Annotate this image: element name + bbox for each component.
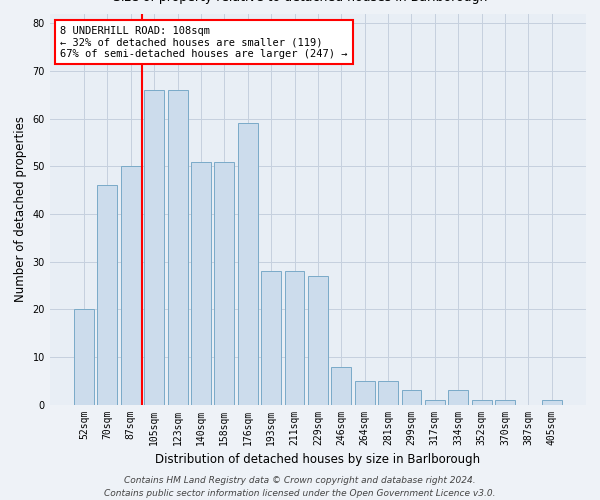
Bar <box>261 271 281 404</box>
Bar <box>401 390 421 404</box>
Bar <box>214 162 234 404</box>
Bar <box>331 366 351 405</box>
Bar <box>448 390 468 404</box>
Bar <box>308 276 328 404</box>
Bar <box>238 124 257 404</box>
Y-axis label: Number of detached properties: Number of detached properties <box>14 116 27 302</box>
Bar <box>97 186 118 404</box>
Bar <box>472 400 491 404</box>
Bar <box>167 90 188 404</box>
Bar <box>144 90 164 404</box>
Text: Size of property relative to detached houses in Barlborough: Size of property relative to detached ho… <box>113 0 487 4</box>
Text: Contains HM Land Registry data © Crown copyright and database right 2024.
Contai: Contains HM Land Registry data © Crown c… <box>104 476 496 498</box>
Bar <box>121 166 141 404</box>
Bar <box>284 271 304 404</box>
Bar <box>542 400 562 404</box>
Bar <box>425 400 445 404</box>
Bar <box>378 381 398 404</box>
X-axis label: Distribution of detached houses by size in Barlborough: Distribution of detached houses by size … <box>155 453 481 466</box>
Bar <box>355 381 374 404</box>
Bar <box>74 310 94 404</box>
Bar <box>495 400 515 404</box>
Bar <box>191 162 211 404</box>
Text: 8 UNDERHILL ROAD: 108sqm
← 32% of detached houses are smaller (119)
67% of semi-: 8 UNDERHILL ROAD: 108sqm ← 32% of detach… <box>61 26 348 59</box>
